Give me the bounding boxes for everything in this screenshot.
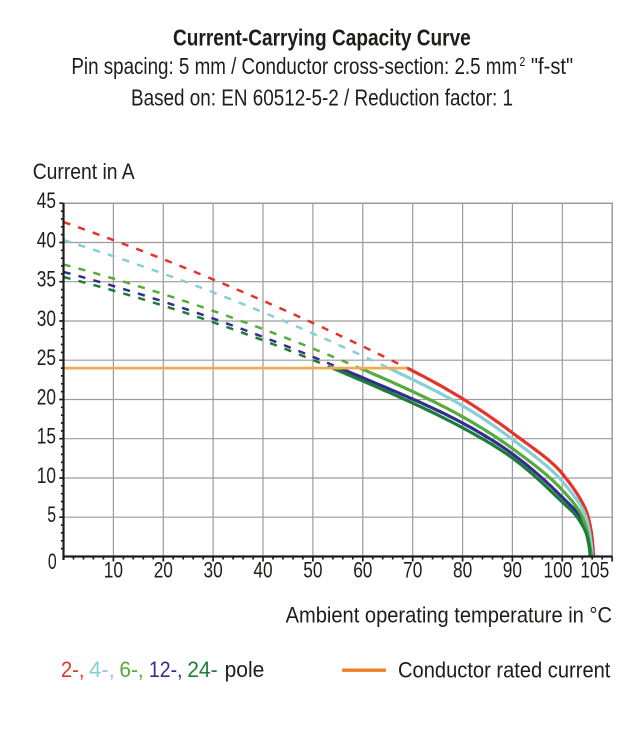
svg-text:35: 35 [37, 267, 56, 292]
svg-text:Conductor rated current: Conductor rated current [398, 658, 610, 683]
svg-text:100: 100 [544, 558, 573, 583]
svg-text:Ambient operating temperature: Ambient operating temperature in °C [286, 603, 612, 628]
svg-text:30: 30 [204, 558, 223, 583]
svg-text:25: 25 [37, 345, 56, 370]
svg-text:105: 105 [580, 558, 609, 583]
svg-text:10: 10 [104, 558, 123, 583]
svg-text:2: 2 [519, 54, 525, 69]
svg-text:40: 40 [37, 228, 56, 253]
svg-text:0: 0 [48, 549, 57, 574]
svg-text:pole: pole [225, 657, 265, 682]
svg-text:6-,: 6-, [119, 657, 143, 682]
svg-text:60: 60 [353, 558, 372, 583]
svg-text:20: 20 [37, 385, 56, 410]
svg-text:15: 15 [37, 424, 56, 449]
svg-text:24-: 24- [187, 657, 217, 682]
svg-text:30: 30 [37, 306, 56, 331]
svg-text:12-,: 12-, [149, 657, 183, 682]
svg-text:2-,: 2-, [61, 657, 84, 682]
svg-text:80: 80 [453, 558, 472, 583]
svg-text:10: 10 [37, 463, 56, 488]
svg-text:70: 70 [403, 558, 422, 583]
svg-text:Current-Carrying Capacity Curv: Current-Carrying Capacity Curve [173, 25, 471, 51]
svg-text:Pin spacing: 5 mm / Conductor: Pin spacing: 5 mm / Conductor cross-sect… [71, 53, 517, 79]
svg-text:Based on: EN 60512-5-2 / Reduc: Based on: EN 60512-5-2 / Reduction facto… [131, 84, 513, 110]
svg-text:4-,: 4-, [89, 657, 115, 682]
svg-text:20: 20 [154, 558, 173, 583]
svg-text:45: 45 [37, 188, 56, 213]
svg-text:90: 90 [503, 558, 522, 583]
svg-text:40: 40 [253, 558, 272, 583]
svg-text:Current in A: Current in A [33, 159, 135, 184]
svg-text:5: 5 [47, 502, 56, 527]
svg-text:"f-st": "f-st" [525, 53, 573, 79]
svg-text:50: 50 [303, 558, 322, 583]
